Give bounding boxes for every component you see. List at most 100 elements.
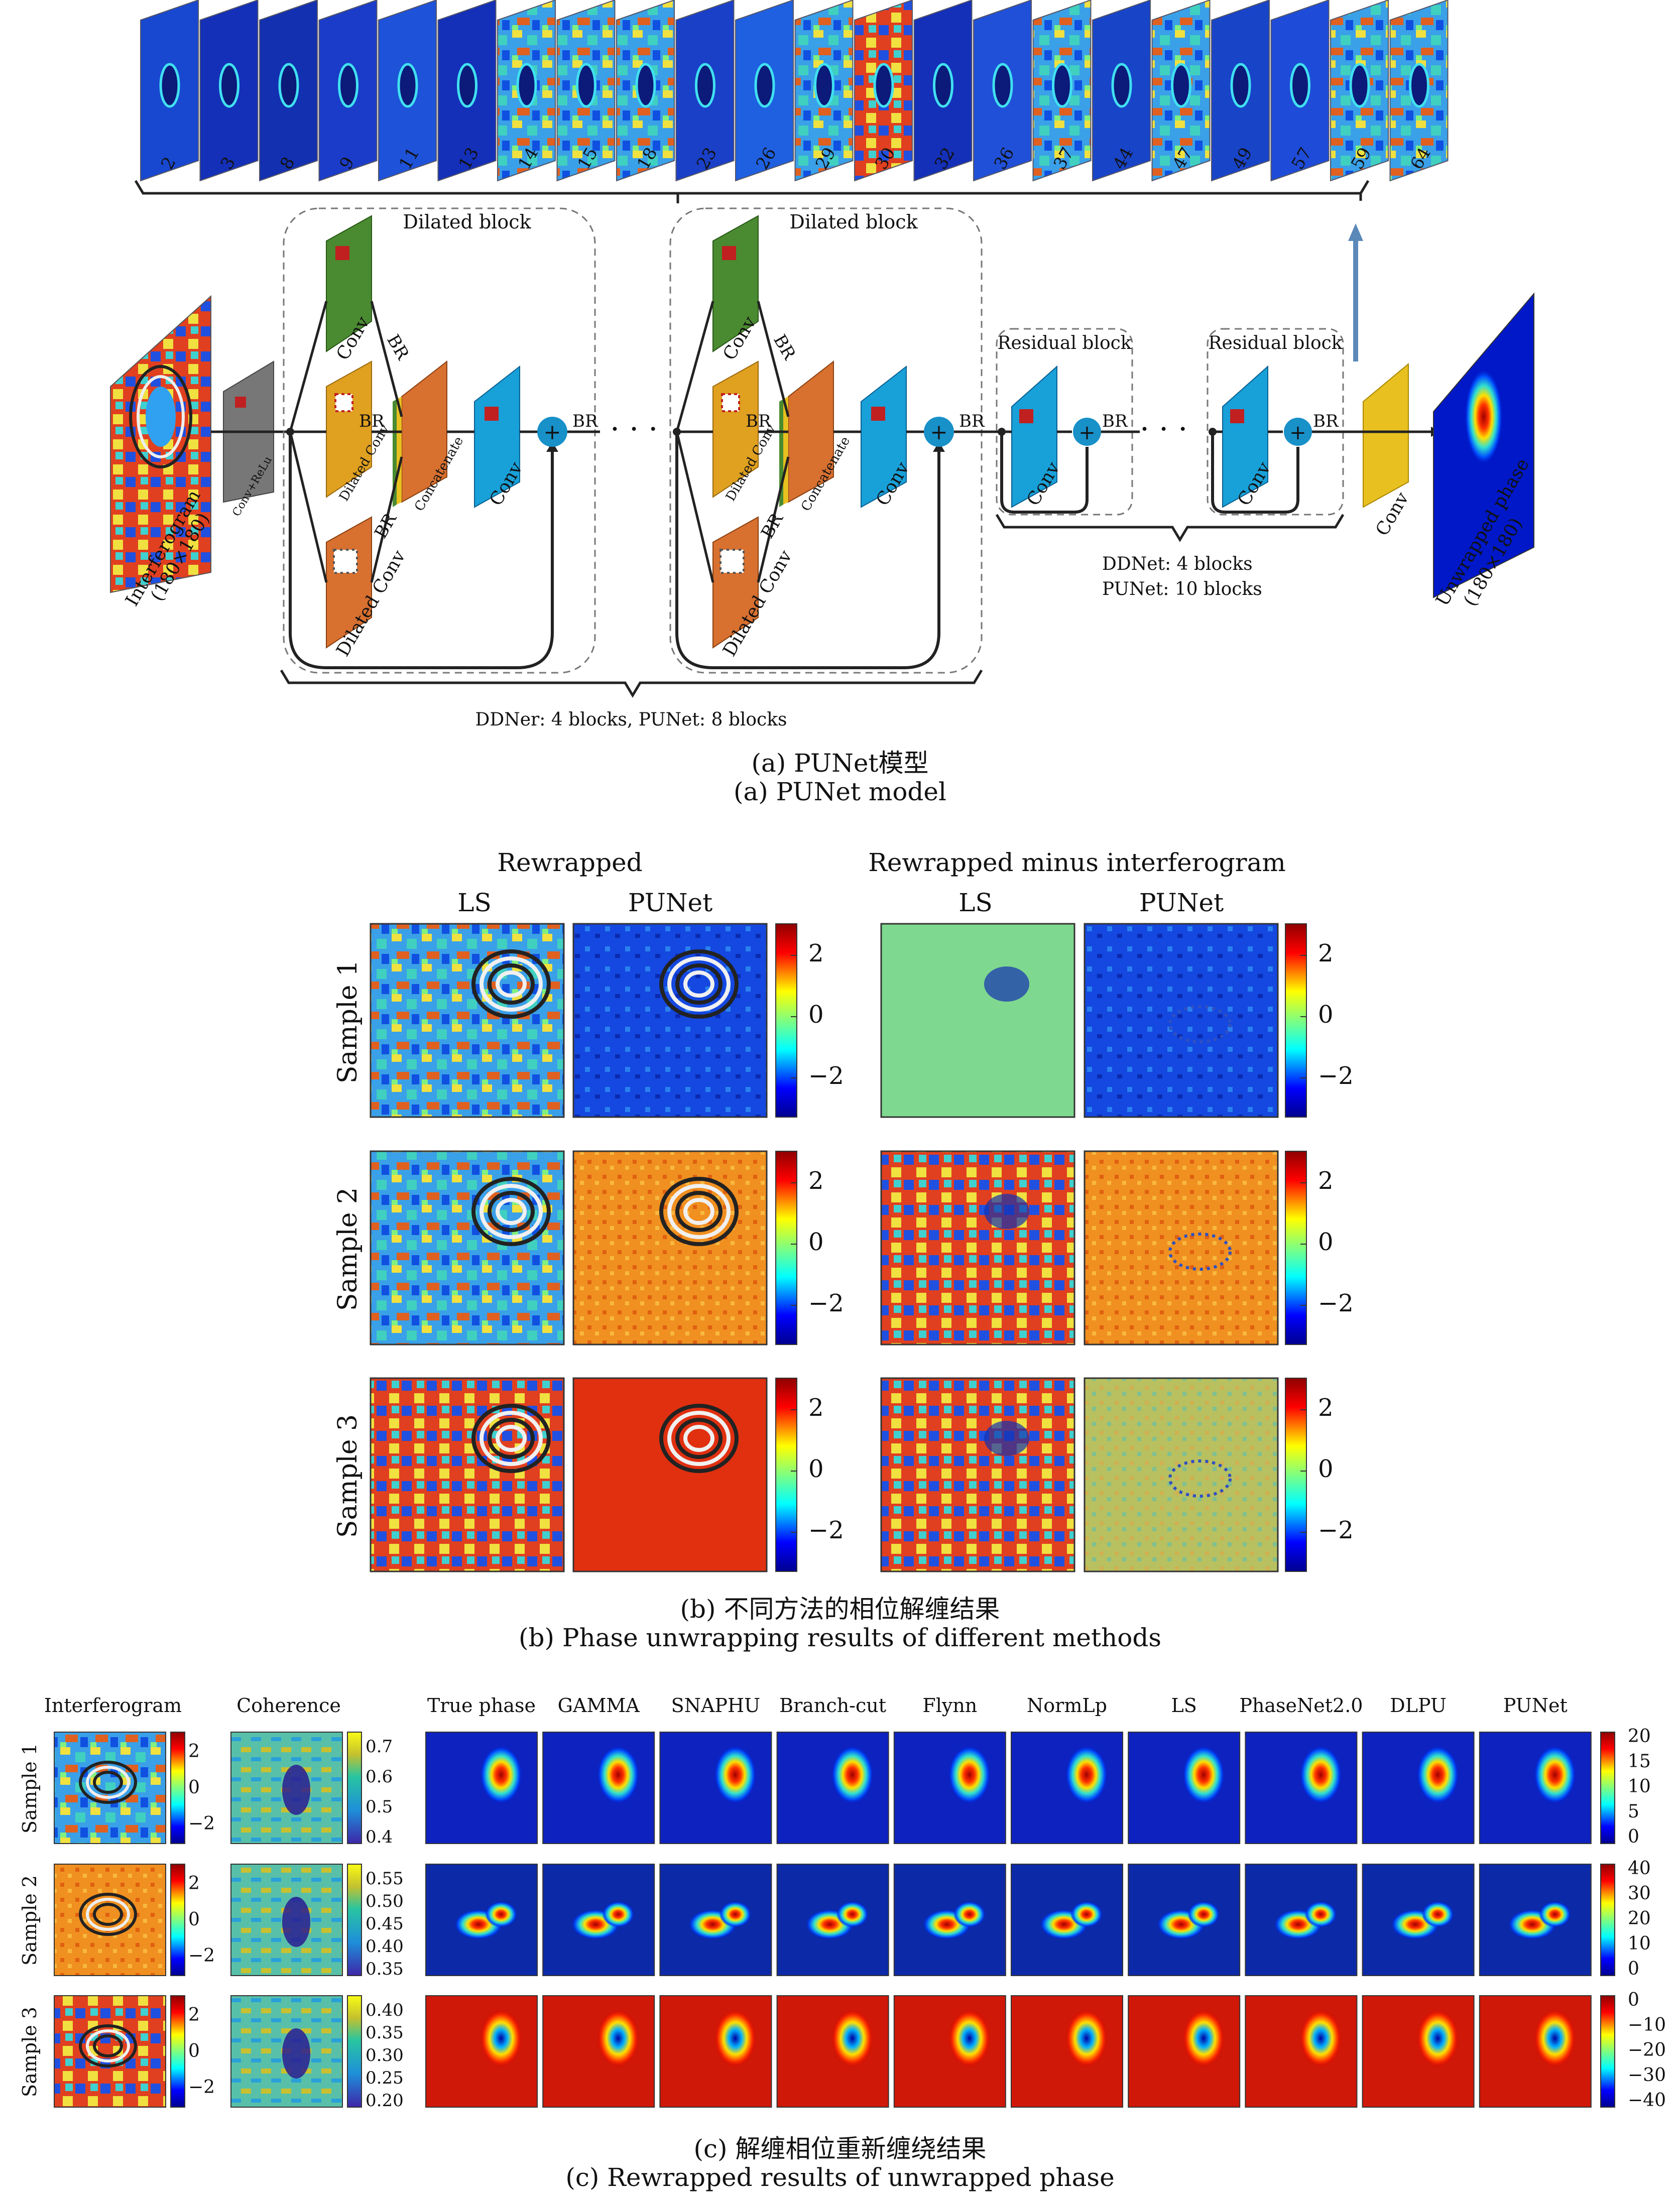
method-header: NormLp [1027,1694,1107,1717]
phase-image [1362,1732,1475,1844]
coherence-tick: 0.5 [366,1797,393,1817]
phase-tick: 20 [1628,1726,1651,1747]
phase-blob [831,2009,874,2067]
phase-tick: 15 [1628,1751,1651,1772]
phase-tick: −40 [1628,2090,1666,2111]
feature-map-blob [635,63,656,108]
interf-tick: 0 [188,2041,200,2061]
colorbar-tick-label: 2 [808,1167,824,1195]
colorbar [1285,1151,1307,1345]
phase-blob [1538,1901,1571,1927]
phase-blob [1533,2009,1576,2067]
fringe-ring [79,2024,137,2067]
fringe-ring [93,2034,123,2057]
panel-c: Interferogram Coherence True phase GAMMA S… [19,1694,1666,2111]
dilated-kernel-glyph-2 [719,549,745,574]
sample-image [572,1150,768,1346]
interferogram-image [54,1864,166,1976]
colorbar-tick-label: 0 [1318,1455,1334,1483]
phase-blob [1299,1746,1342,1804]
phase-blob [1299,2009,1342,2067]
group1-title: Rewrapped [497,848,642,877]
phase-blob [1416,2009,1459,2067]
phase-image [1128,1732,1241,1844]
method-header: DLPU [1390,1694,1447,1717]
phase-blob [948,2009,991,2067]
add-symbol: + [1289,421,1306,444]
colorbar [775,923,797,1118]
fringe-ring [479,1411,543,1466]
phase-image [1245,1995,1358,2108]
phase-blob [836,1901,869,1927]
kernel-glyph [485,407,499,421]
row-label: Sample 3 [19,2007,41,2097]
fringe-ring [683,1425,714,1452]
fringe-ring [86,1766,130,1799]
coherence-low-region [282,1765,310,1815]
phase-tick: 40 [1628,1858,1651,1879]
feature-map-blob [338,63,358,108]
sample-image [1084,1150,1279,1346]
fringe-ring [683,970,714,998]
residual-repeat-ddnet: DDNet: 4 blocks [1102,554,1253,574]
phase-blob [1065,2009,1108,2067]
phase-blob [485,1901,517,1927]
phase-image [542,1732,655,1844]
colorbar [775,1378,797,1572]
residual-block-label: Residual block [997,333,1132,353]
feature-map-blob [695,63,715,108]
add-node [924,417,954,447]
dilated-repeat-label: DDNer: 4 blocks, PUNet: 8 blocks [475,709,787,730]
feature-map-blob [873,63,894,108]
conv-layer [474,365,520,508]
phase-image [425,1732,538,1844]
colorbar-tick-label: −2 [808,1062,844,1090]
residual-repeat-brace [995,514,1345,542]
fringe-ring [496,970,527,998]
interferogram-image [54,1995,166,2108]
colorbar-tick-label: 0 [808,1228,824,1256]
residual-patch [984,1194,1029,1229]
fringe-ring [79,1893,137,1936]
colorbar-tick-label: 0 [1318,1228,1334,1256]
phase-image [1362,1995,1475,2108]
feature-map-blob [1290,63,1310,108]
colorbar-tick-label: 2 [808,1394,824,1422]
colorbar-tick-label: 0 [1318,1001,1334,1029]
fringe-ring [79,1761,137,1804]
residual-patch [984,966,1029,1002]
phase-blob [597,1746,640,1804]
caption-a-cn: (a) PUNet模型 [751,749,929,778]
conv-layer [861,365,907,508]
phase-tick: 10 [1628,1776,1651,1797]
feature-map-blob [159,63,180,108]
interf-tick: 2 [188,2005,200,2025]
feature-maps-strip: 2 3 8 9 11 13 14 15 18 23 26 29 30 32 36 37 44 47 49 57 59 64 [140,0,1449,182]
fringe-ring [471,1177,551,1246]
phase-blob [1533,1746,1576,1804]
dilated-kernel-glyph [721,393,740,412]
coherence-tick: 0.30 [366,2045,404,2065]
coherence-tick: 0.6 [366,1767,393,1787]
sample-image [880,1377,1075,1572]
br-label: BR [757,509,788,542]
phase-image [542,1995,655,2108]
phase-tick: 5 [1628,1801,1639,1822]
residual-block-frame [1207,328,1344,516]
col-coherence: Coherence [236,1694,341,1717]
colorbar-tick-label: 2 [1318,939,1334,967]
coherence-low-region [282,1897,310,1947]
block-connections [289,301,540,583]
phase-tick: −10 [1628,2015,1666,2035]
coherence-tick: 0.7 [366,1737,393,1757]
phase-tick: 0 [1628,1826,1639,1847]
up-arrowhead [1348,223,1363,241]
phase-blob [953,1901,986,1927]
residual-patch [984,1421,1029,1456]
method-headers: True phase GAMMA SNAPHU Branch-cut Flynn Norm… [427,1694,1568,1717]
phase-image [425,1995,538,2108]
phase-image [1011,1995,1123,2108]
phase-image [776,1995,889,2108]
